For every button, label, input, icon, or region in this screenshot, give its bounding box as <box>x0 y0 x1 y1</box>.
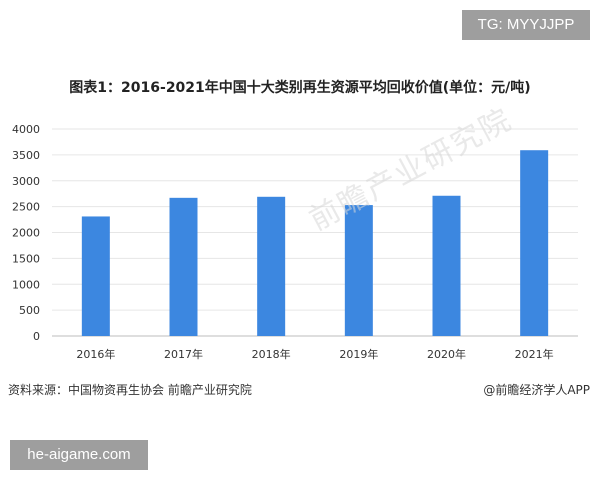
x-tick-label: 2017年 <box>164 347 203 361</box>
y-tick-label: 3000 <box>12 175 40 188</box>
bar <box>257 196 286 336</box>
y-tick-label: 3500 <box>12 149 40 162</box>
brand-credit: @前瞻经济学人APP <box>483 383 590 397</box>
bottom-watermark-tag: he-aigame.com <box>10 440 148 470</box>
x-tick-label: 2020年 <box>427 347 466 361</box>
source-note: 资料来源：中国物资再生协会 前瞻产业研究院 <box>8 383 252 397</box>
y-tick-label: 500 <box>19 304 40 317</box>
y-tick-label: 1000 <box>12 278 40 291</box>
bar <box>81 216 110 336</box>
y-tick-label: 1500 <box>12 252 40 265</box>
x-tick-label: 2016年 <box>76 347 115 361</box>
x-tick-label: 2019年 <box>339 347 378 361</box>
y-tick-label: 2500 <box>12 201 40 214</box>
top-watermark-tag: TG: MYYJJPP <box>462 10 590 40</box>
bar <box>432 195 461 336</box>
bar <box>344 205 373 336</box>
y-tick-label: 2000 <box>12 227 40 240</box>
bar <box>169 197 198 336</box>
bar-chart: 0 500 1000 1500 2000 2500 3000 3500 4000 2016年 201… <box>12 123 578 361</box>
x-tick-label: 2021年 <box>515 347 554 361</box>
bar <box>520 150 549 336</box>
chart-title: 图表1：2016-2021年中国十大类别再生资源平均回收价值(单位：元/吨) <box>69 80 531 96</box>
y-tick-label: 0 <box>33 330 40 343</box>
x-tick-label: 2018年 <box>252 347 291 361</box>
y-tick-label: 4000 <box>12 123 40 136</box>
